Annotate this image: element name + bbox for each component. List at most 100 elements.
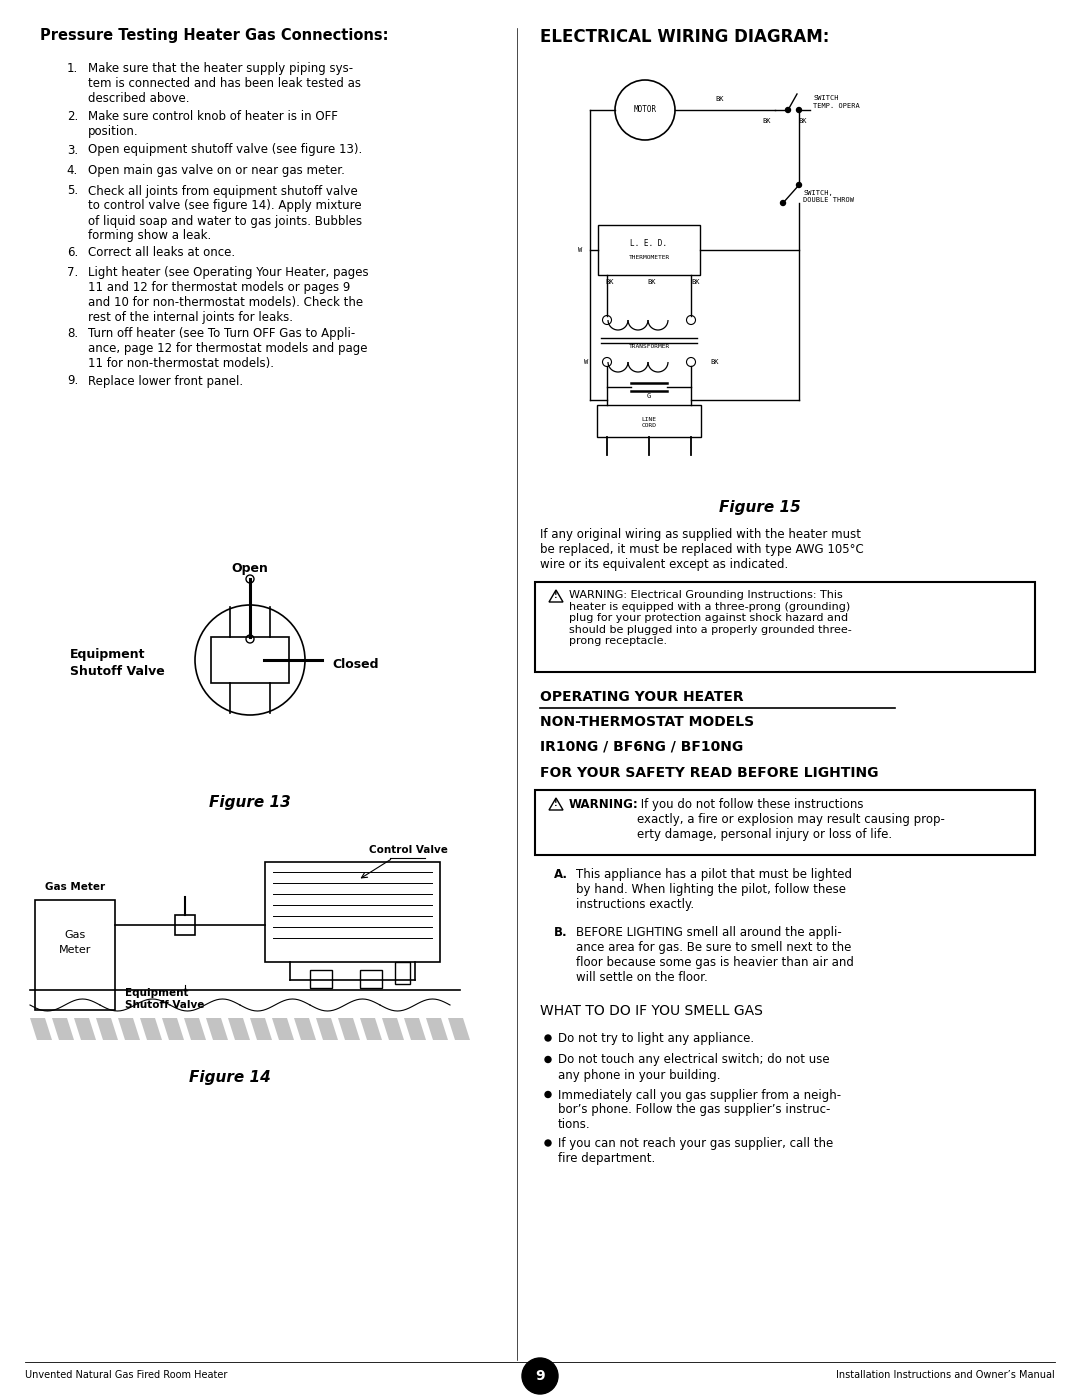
Text: IR10NG / BF6NG / BF10NG: IR10NG / BF6NG / BF10NG (540, 740, 743, 754)
Circle shape (545, 1056, 551, 1063)
Polygon shape (426, 1018, 448, 1039)
Circle shape (246, 636, 254, 643)
Text: SWITCH,
DOUBLE THROW: SWITCH, DOUBLE THROW (804, 190, 854, 203)
Text: Gas Meter: Gas Meter (45, 882, 105, 893)
Text: BK: BK (648, 279, 657, 285)
Text: LINE
CORD: LINE CORD (642, 416, 657, 427)
Text: Replace lower front panel.: Replace lower front panel. (87, 374, 243, 387)
Text: 9: 9 (536, 1369, 544, 1383)
Text: W: W (584, 359, 588, 365)
Text: 1.: 1. (67, 61, 78, 75)
Text: BK: BK (799, 117, 807, 124)
Circle shape (797, 183, 801, 187)
Polygon shape (316, 1018, 338, 1039)
Text: SWITCH
TEMP. OPERA: SWITCH TEMP. OPERA (813, 95, 860, 109)
Polygon shape (228, 1018, 249, 1039)
Text: Open equipment shutoff valve (see figure 13).: Open equipment shutoff valve (see figure… (87, 144, 362, 156)
Circle shape (781, 201, 785, 205)
Text: Figure 13: Figure 13 (210, 795, 291, 810)
Text: Figure 14: Figure 14 (189, 1070, 271, 1085)
Text: A.: A. (554, 868, 568, 882)
Text: BK: BK (606, 279, 615, 285)
Text: Do not try to light any appliance.: Do not try to light any appliance. (558, 1032, 754, 1045)
Text: Make sure control knob of heater is in OFF
position.: Make sure control knob of heater is in O… (87, 109, 338, 137)
Polygon shape (206, 1018, 228, 1039)
Polygon shape (140, 1018, 162, 1039)
Polygon shape (382, 1018, 404, 1039)
Text: If you can not reach your gas supplier, call the
fire department.: If you can not reach your gas supplier, … (558, 1137, 834, 1165)
Text: 7.: 7. (67, 265, 78, 279)
Text: If you do not follow these instructions
exactly, a fire or explosion may result : If you do not follow these instructions … (637, 798, 945, 841)
Circle shape (545, 1140, 551, 1146)
Text: Pressure Testing Heater Gas Connections:: Pressure Testing Heater Gas Connections: (40, 28, 389, 43)
Text: BK: BK (710, 359, 718, 365)
Text: Unvented Natural Gas Fired Room Heater: Unvented Natural Gas Fired Room Heater (25, 1370, 228, 1380)
Text: B.: B. (554, 926, 568, 939)
Polygon shape (30, 1018, 52, 1039)
Text: WARNING:: WARNING: (569, 798, 638, 812)
Polygon shape (118, 1018, 140, 1039)
Text: W: W (578, 247, 582, 253)
Text: 9.: 9. (67, 374, 78, 387)
Polygon shape (404, 1018, 426, 1039)
Text: Open: Open (231, 562, 269, 576)
Polygon shape (184, 1018, 206, 1039)
Text: !: ! (554, 799, 557, 807)
Circle shape (522, 1358, 558, 1394)
Polygon shape (294, 1018, 316, 1039)
Polygon shape (96, 1018, 118, 1039)
Text: Open main gas valve on or near gas meter.: Open main gas valve on or near gas meter… (87, 163, 345, 177)
Bar (35, 900, 114, 1010)
Circle shape (785, 108, 791, 113)
Bar (535, 789, 1035, 855)
Bar (598, 225, 700, 275)
Polygon shape (52, 1018, 75, 1039)
Text: Meter: Meter (58, 944, 91, 956)
Polygon shape (448, 1018, 470, 1039)
Text: ELECTRICAL WIRING DIAGRAM:: ELECTRICAL WIRING DIAGRAM: (540, 28, 829, 46)
Text: Closed: Closed (332, 658, 378, 671)
Bar (310, 970, 332, 988)
Text: Do not touch any electrical switch; do not use
any phone in your building.: Do not touch any electrical switch; do n… (558, 1053, 829, 1081)
Circle shape (545, 1035, 551, 1041)
Text: Equipment: Equipment (70, 648, 146, 661)
Polygon shape (360, 1018, 382, 1039)
Text: Equipment
Shutoff Valve: Equipment Shutoff Valve (125, 988, 204, 1010)
Bar (265, 862, 440, 963)
Text: FOR YOUR SAFETY READ BEFORE LIGHTING: FOR YOUR SAFETY READ BEFORE LIGHTING (540, 766, 878, 780)
Text: Make sure that the heater supply piping sys-
tem is connected and has been leak : Make sure that the heater supply piping … (87, 61, 361, 105)
Text: BK: BK (716, 96, 725, 102)
Text: Control Valve: Control Valve (369, 845, 448, 855)
Text: TRANSFORMER: TRANSFORMER (629, 344, 670, 349)
Text: 6.: 6. (67, 246, 78, 258)
Polygon shape (338, 1018, 360, 1039)
Bar (211, 637, 289, 683)
Text: 2.: 2. (67, 109, 78, 123)
Text: NON-THERMOSTAT MODELS: NON-THERMOSTAT MODELS (540, 715, 754, 729)
Text: Light heater (see Operating Your Heater, pages
11 and 12 for thermostat models o: Light heater (see Operating Your Heater,… (87, 265, 368, 324)
Text: OPERATING YOUR HEATER: OPERATING YOUR HEATER (540, 690, 744, 704)
Text: Shutoff Valve: Shutoff Valve (70, 665, 165, 678)
Text: Immediately call you gas supplier from a neigh-
bor’s phone. Follow the gas supp: Immediately call you gas supplier from a… (558, 1088, 841, 1132)
Text: Figure 15: Figure 15 (719, 500, 801, 515)
Text: !: ! (554, 591, 557, 599)
Text: BEFORE LIGHTING smell all around the appli-
ance area for gas. Be sure to smell : BEFORE LIGHTING smell all around the app… (576, 926, 854, 983)
Text: 4.: 4. (67, 163, 78, 177)
Text: BK: BK (762, 117, 771, 124)
Circle shape (545, 1091, 551, 1098)
Bar (360, 970, 382, 988)
Text: 3.: 3. (67, 144, 78, 156)
Bar (535, 583, 1035, 672)
Text: BK: BK (692, 279, 700, 285)
Text: G: G (647, 393, 651, 400)
Polygon shape (272, 1018, 294, 1039)
Text: THERMOMETER: THERMOMETER (629, 256, 670, 260)
Text: MOTOR: MOTOR (634, 106, 657, 115)
Text: 8.: 8. (67, 327, 78, 339)
Text: Correct all leaks at once.: Correct all leaks at once. (87, 246, 235, 258)
Text: Installation Instructions and Owner’s Manual: Installation Instructions and Owner’s Ma… (836, 1370, 1055, 1380)
Bar (395, 963, 410, 983)
Text: Gas: Gas (65, 930, 85, 940)
Text: L. E. D.: L. E. D. (631, 239, 667, 249)
Text: Turn off heater (see To Turn OFF Gas to Appli-
ance, page 12 for thermostat mode: Turn off heater (see To Turn OFF Gas to … (87, 327, 367, 370)
